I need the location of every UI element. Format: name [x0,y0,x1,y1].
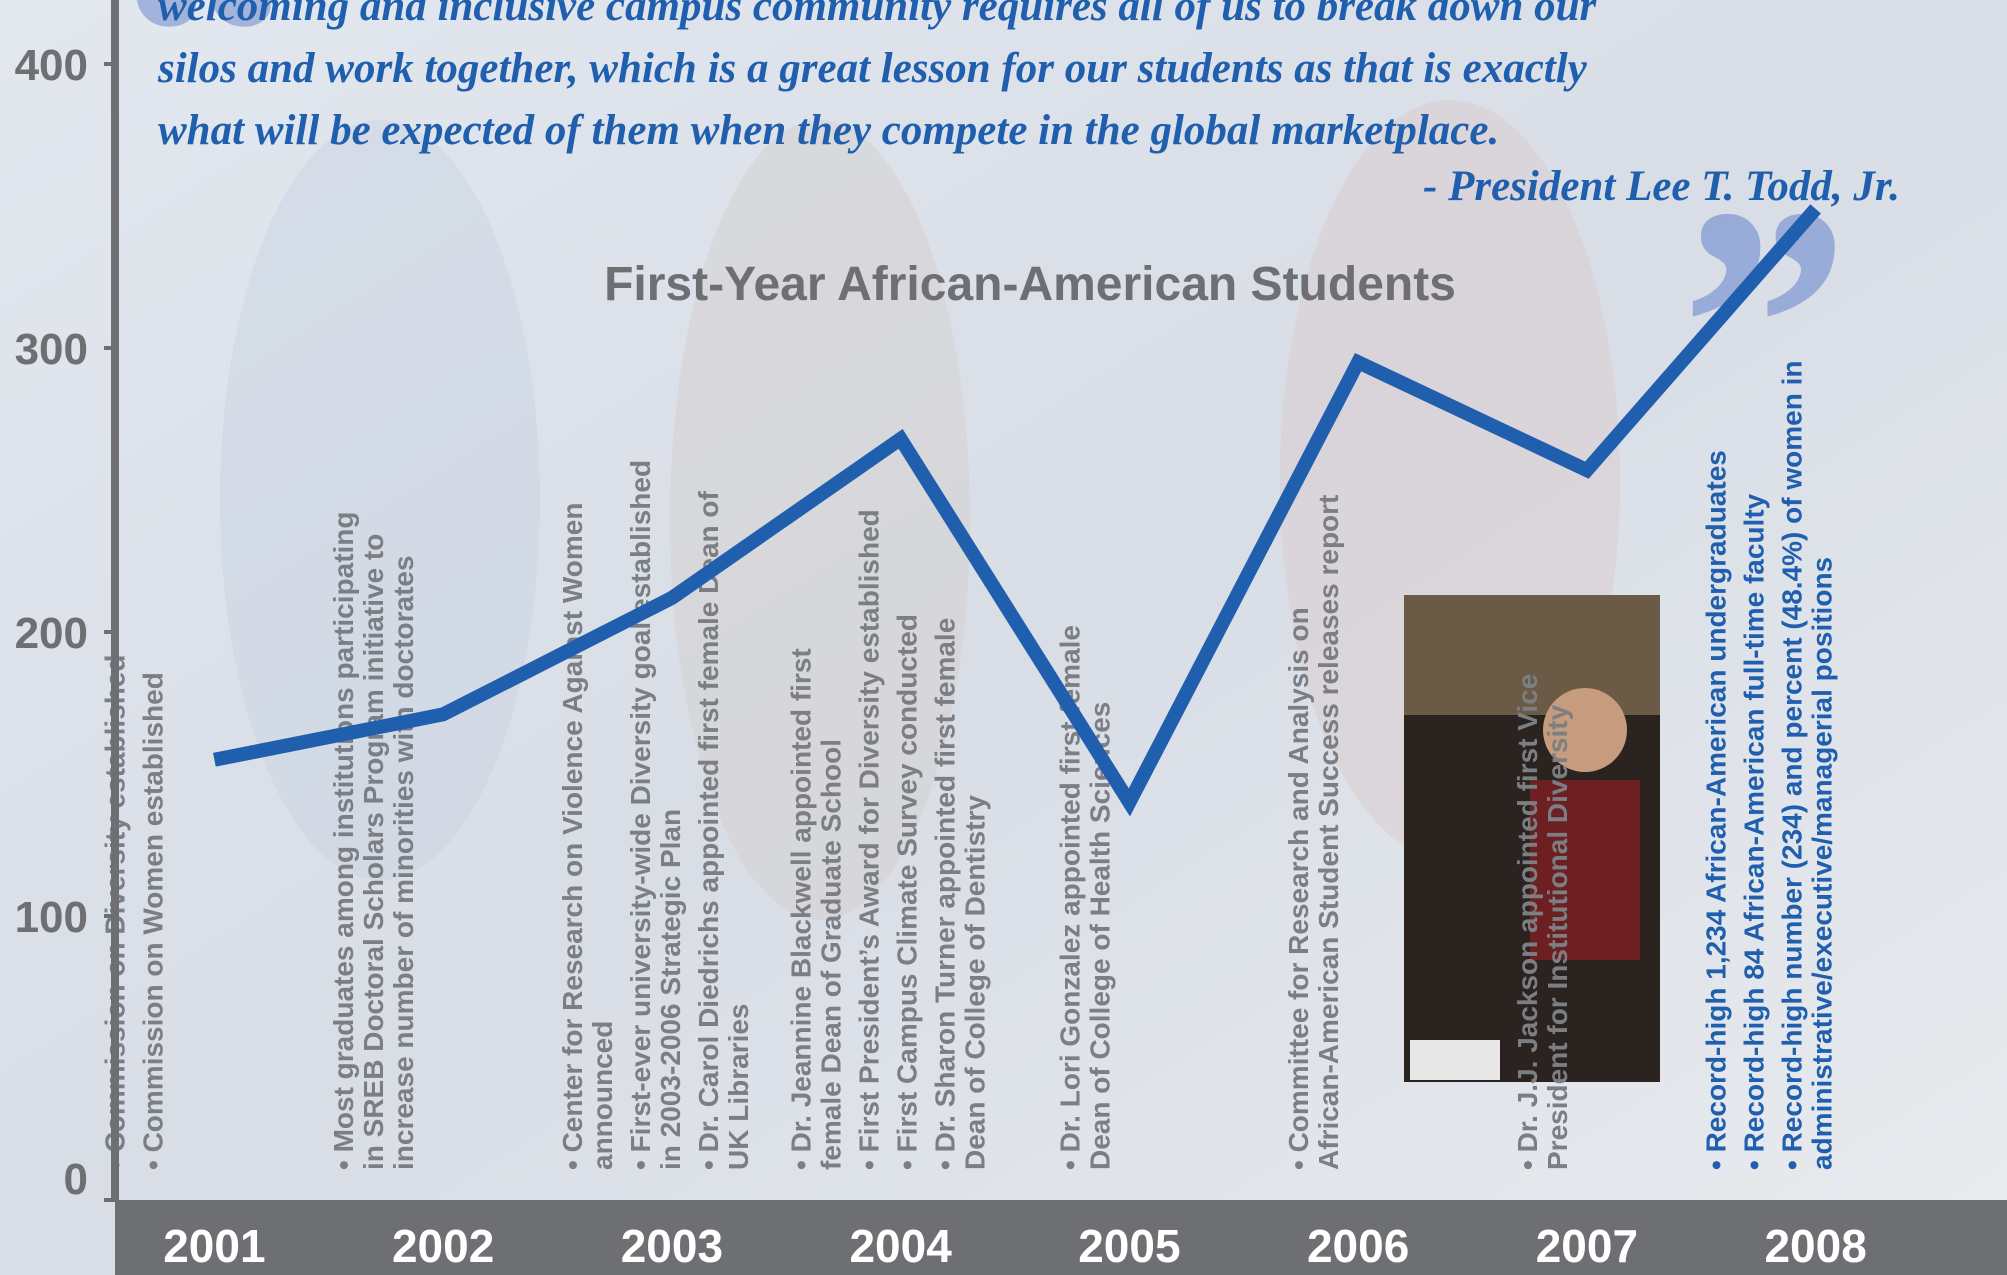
event-text: • Committee for Research and Analysis on [1283,607,1314,1170]
event-text: African-American Student Success release… [1313,495,1344,1170]
event-text: • Most graduates among institutions part… [328,511,359,1170]
event-text: in 2003-2006 Strategic Plan [655,809,686,1170]
quote-line: welcoming and inclusive campus community… [158,0,1598,30]
event-text: • Dr. Carol Diedrichs appointed first fe… [693,490,724,1170]
x-tick-label: 2003 [621,1220,723,1272]
y-tick-label: 0 [64,1155,88,1204]
y-tick-label: 100 [15,893,88,942]
event-text: • First-ever university-wide Diversity g… [625,460,656,1170]
event-text: • Center for Research on Violence Agains… [557,503,588,1170]
event-text: female Dean of Graduate School [816,739,847,1170]
event-text: Dean of College of Dentistry [960,795,991,1170]
event-text: • Commission on Women established [137,672,168,1170]
event-text: • First Campus Climate Survey conducted [892,614,923,1170]
event-text: in SREB Doctoral Scholars Program initia… [358,534,389,1170]
event-text: UK Libraries [723,1004,754,1171]
y-tick-label: 300 [15,325,88,374]
event-text: administrative/executive/managerial posi… [1807,557,1838,1170]
event-text: announced [587,1021,618,1170]
event-text: • Dr. Sharon Turner appointed first fema… [930,618,961,1170]
event-text: • First President’s Award for Diversity … [854,509,885,1170]
event-text: • Dr. Jeannine Blackwell appointed first [786,648,817,1170]
x-tick-label: 2001 [163,1220,265,1272]
x-tick-label: 2004 [849,1220,952,1272]
x-tick-label: 2005 [1078,1220,1180,1272]
event-text: • Record-high 1,234 African-American und… [1701,450,1732,1170]
y-tick-label: 400 [15,41,88,90]
x-tick-label: 2008 [1764,1220,1866,1272]
event-text: • Dr. J.J. Jackson appointed first Vice [1512,674,1543,1170]
x-tick-label: 2006 [1307,1220,1409,1272]
y-tick-label: 200 [15,609,88,658]
event-text: • Record-high number (234) and percent (… [1777,361,1808,1170]
event-text: • Record-high 84 African-American full-t… [1739,493,1770,1170]
infographic: “ ” welcoming and inclusive campus commu… [0,0,2007,1275]
x-tick-label: 2002 [392,1220,494,1272]
chart-title: First-Year African-American Students [604,258,1456,311]
quote-line: what will be expected of them when they … [158,107,1499,154]
photo-paper [1410,1040,1500,1080]
quote-attribution: - President Lee T. Todd, Jr. [1423,163,1900,210]
event-text: increase number of minorities with docto… [388,555,419,1170]
quote-line: silos and work together, which is a grea… [157,45,1588,92]
x-tick-label: 2007 [1536,1220,1638,1272]
event-text: President for Institutional Diversity [1542,704,1573,1170]
